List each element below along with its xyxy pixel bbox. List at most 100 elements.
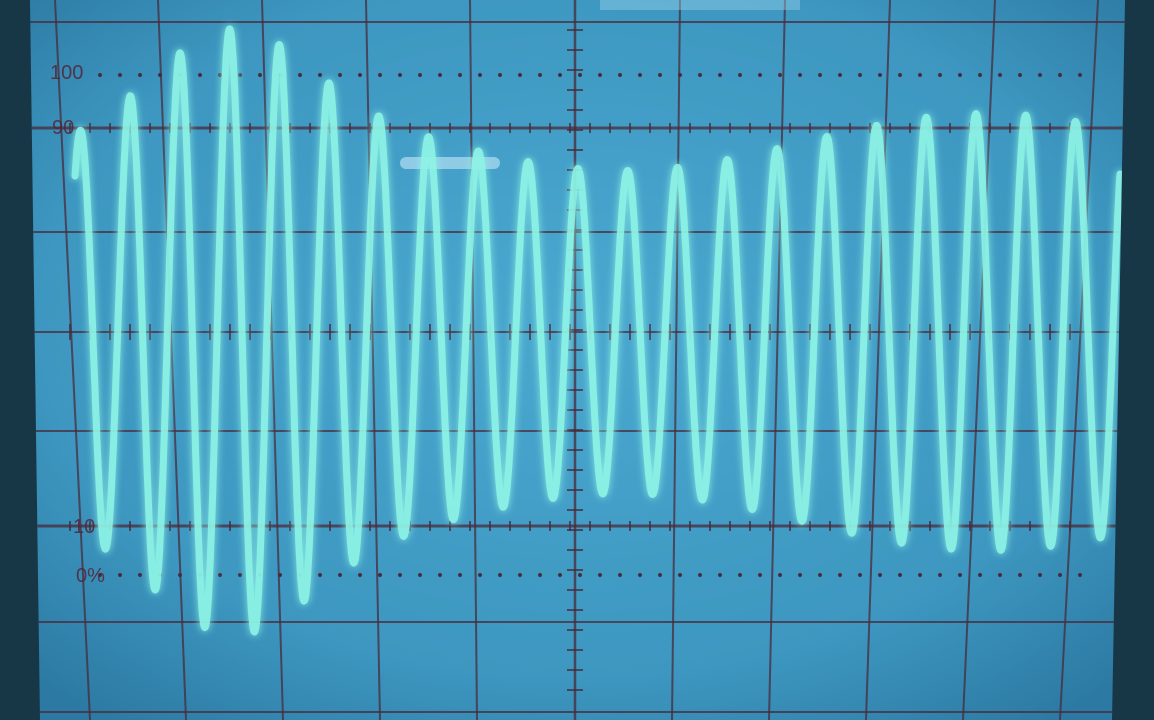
graticule-dot xyxy=(457,572,463,578)
graticule-dot xyxy=(517,572,523,578)
graticule-dot xyxy=(237,572,243,578)
graticule-dot xyxy=(497,572,503,578)
graticule-dot xyxy=(697,572,703,578)
graticule-dot xyxy=(477,72,483,78)
graticule-dot xyxy=(537,572,543,578)
graticule-dot xyxy=(657,72,663,78)
graticule-dot xyxy=(857,72,863,78)
graticule-dot xyxy=(837,72,843,78)
graticule-dot xyxy=(897,572,903,578)
graticule-dot xyxy=(277,572,283,578)
graticule-vline xyxy=(1059,0,1099,720)
graticule-dot xyxy=(797,72,803,78)
graticule-dot xyxy=(917,572,923,578)
graticule-dot xyxy=(117,72,123,78)
graticule-dot xyxy=(1017,72,1023,78)
graticule-dot xyxy=(457,72,463,78)
graticule-vline xyxy=(261,0,284,720)
graticule-dot xyxy=(797,572,803,578)
graticule-dot xyxy=(1077,572,1083,578)
phosphor-screen xyxy=(30,0,1125,720)
graticule-dot xyxy=(957,72,963,78)
graticule-label-0: 0% xyxy=(76,565,105,587)
graticule-dot xyxy=(757,72,763,78)
graticule-dot xyxy=(777,72,783,78)
graticule-dot xyxy=(977,72,983,78)
graticule-dot xyxy=(997,72,1003,78)
graticule-dot xyxy=(417,572,423,578)
graticule-dot xyxy=(437,572,443,578)
graticule-dot xyxy=(97,572,103,578)
graticule-dot xyxy=(1057,572,1063,578)
graticule-dot xyxy=(377,72,383,78)
graticule-dot xyxy=(137,72,143,78)
graticule-dot xyxy=(917,72,923,78)
graticule-dot xyxy=(857,572,863,578)
graticule-dot xyxy=(1057,72,1063,78)
graticule-dot xyxy=(877,572,883,578)
graticule-dot xyxy=(337,72,343,78)
graticule-dot xyxy=(317,72,323,78)
graticule-dot xyxy=(237,72,243,78)
graticule-dot xyxy=(577,72,583,78)
graticule-dot xyxy=(297,72,303,78)
graticule-dot xyxy=(717,72,723,78)
graticule-dot xyxy=(437,72,443,78)
graticule-dot xyxy=(637,572,643,578)
graticule-dot xyxy=(357,72,363,78)
graticule-dot xyxy=(417,72,423,78)
graticule-dot xyxy=(937,72,943,78)
graticule-dot xyxy=(597,572,603,578)
graticule-dot xyxy=(357,572,363,578)
graticule-dot xyxy=(597,72,603,78)
graticule-vline xyxy=(671,0,681,720)
graticule-vline xyxy=(365,0,381,720)
graticule-dot xyxy=(397,72,403,78)
graticule-dot xyxy=(217,72,223,78)
graticule-label-10: 10 xyxy=(73,516,95,538)
graticule-dot xyxy=(497,72,503,78)
graticule-vline xyxy=(157,0,187,720)
graticule-dot xyxy=(937,572,943,578)
graticule-vline xyxy=(962,0,996,720)
graticule-dot xyxy=(617,572,623,578)
screen-glare-top xyxy=(600,0,800,10)
graticule-vline xyxy=(768,0,786,720)
graticule-dot xyxy=(677,72,683,78)
graticule-dot xyxy=(177,572,183,578)
graticule-dot xyxy=(697,72,703,78)
graticule-dot xyxy=(737,72,743,78)
graticule-dot xyxy=(977,572,983,578)
graticule-dot xyxy=(397,572,403,578)
graticule-dot xyxy=(577,572,583,578)
graticule-dot xyxy=(557,572,563,578)
graticule-dot xyxy=(617,72,623,78)
graticule-dot xyxy=(537,72,543,78)
graticule-dot xyxy=(317,572,323,578)
graticule-dot xyxy=(757,572,763,578)
graticule-dot xyxy=(837,572,843,578)
graticule-dot xyxy=(257,72,263,78)
graticule-dot xyxy=(877,72,883,78)
graticule-dot xyxy=(717,572,723,578)
graticule-dot xyxy=(97,72,103,78)
graticule-dot xyxy=(637,72,643,78)
graticule-dot xyxy=(197,72,203,78)
graticule-label-100: 100 xyxy=(50,62,83,84)
graticule-dot xyxy=(157,72,163,78)
graticule-dot xyxy=(737,572,743,578)
graticule-dot xyxy=(137,572,143,578)
graticule-dot xyxy=(657,572,663,578)
graticule-label-90: 90 xyxy=(52,117,74,139)
graticule-dot xyxy=(1017,572,1023,578)
graticule-dot xyxy=(337,572,343,578)
graticule-dot xyxy=(677,572,683,578)
graticule-vline xyxy=(469,0,478,720)
graticule-dot xyxy=(777,572,783,578)
graticule-dot xyxy=(1037,572,1043,578)
graticule-dot xyxy=(477,572,483,578)
graticule-dot xyxy=(1077,72,1083,78)
graticule-dot xyxy=(957,572,963,578)
graticule-dot xyxy=(897,72,903,78)
